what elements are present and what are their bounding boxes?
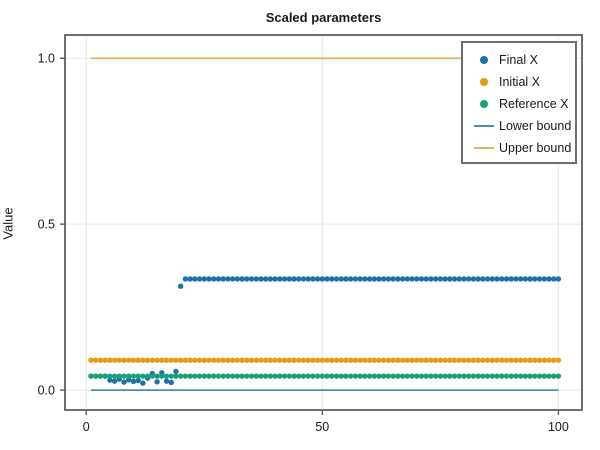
legend-label: Final X bbox=[499, 53, 538, 67]
y-axis-label: Value bbox=[0, 207, 16, 240]
x-tick-label: 100 bbox=[548, 420, 569, 434]
legend: Final X Initial X Reference X Lower boun… bbox=[461, 41, 577, 164]
legend-label: Reference X bbox=[499, 97, 569, 111]
lower-bound-line-icon bbox=[474, 124, 494, 128]
initial-x-dot-icon bbox=[480, 78, 488, 86]
legend-item-lower-bound: Lower bound bbox=[469, 115, 575, 137]
series-final-x bbox=[88, 276, 562, 386]
x-tick-label: 50 bbox=[315, 420, 329, 434]
legend-marker-cell bbox=[469, 100, 499, 108]
legend-item-upper-bound: Upper bound bbox=[469, 137, 575, 159]
x-tick-label: 0 bbox=[83, 420, 90, 434]
legend-marker-cell bbox=[469, 78, 499, 86]
legend-marker-cell bbox=[469, 146, 499, 150]
legend-marker-cell bbox=[469, 124, 499, 128]
axis-ticks: 0 50 100 0.0 0.5 1.0 bbox=[38, 52, 569, 434]
axes-spines bbox=[64, 34, 583, 411]
reference-x-dot-icon bbox=[480, 100, 488, 108]
legend-label: Initial X bbox=[499, 75, 540, 89]
y-tick-label: 0.5 bbox=[38, 218, 55, 232]
upper-bound-line-icon bbox=[474, 146, 494, 150]
y-tick-label: 1.0 bbox=[38, 52, 55, 66]
legend-item-final-x: Final X bbox=[469, 49, 575, 71]
legend-item-reference-x: Reference X bbox=[469, 93, 575, 115]
legend-label: Upper bound bbox=[499, 141, 572, 155]
series-initial-x bbox=[88, 357, 562, 363]
y-tick-label: 0.0 bbox=[38, 384, 55, 398]
final-x-dot-icon bbox=[480, 56, 488, 64]
legend-item-initial-x: Initial X bbox=[469, 71, 575, 93]
legend-label: Lower bound bbox=[499, 119, 572, 133]
chart-title: Scaled parameters bbox=[265, 10, 382, 25]
legend-marker-cell bbox=[469, 56, 499, 64]
series-reference-x bbox=[88, 373, 562, 379]
